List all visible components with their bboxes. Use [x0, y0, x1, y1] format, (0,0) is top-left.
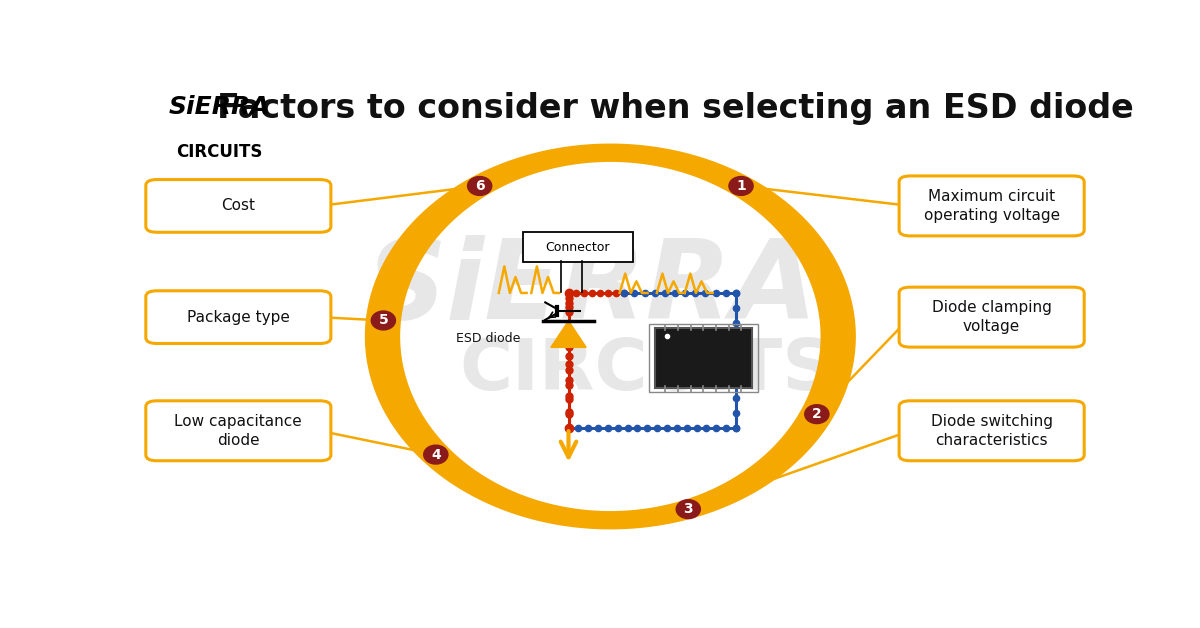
Text: 4: 4: [431, 448, 440, 462]
Text: 5: 5: [378, 313, 389, 327]
Ellipse shape: [371, 311, 396, 330]
Text: 3: 3: [684, 502, 694, 516]
Text: CIRCUITS: CIRCUITS: [176, 143, 263, 161]
Ellipse shape: [424, 445, 448, 464]
FancyBboxPatch shape: [146, 401, 331, 461]
Text: SiERRA: SiERRA: [169, 95, 270, 119]
FancyBboxPatch shape: [146, 180, 331, 232]
Text: Package type: Package type: [187, 310, 289, 325]
FancyBboxPatch shape: [654, 328, 752, 389]
Text: 2: 2: [812, 407, 822, 421]
Text: Diode clamping
voltage: Diode clamping voltage: [931, 300, 1051, 334]
FancyBboxPatch shape: [899, 401, 1084, 461]
Polygon shape: [365, 144, 856, 529]
Text: CIRCUITS: CIRCUITS: [460, 336, 835, 405]
Ellipse shape: [468, 176, 492, 195]
Text: ESD diode: ESD diode: [456, 332, 520, 345]
Text: Connector: Connector: [546, 241, 610, 254]
Text: 1: 1: [736, 179, 746, 193]
Text: Diode switching
characteristics: Diode switching characteristics: [931, 414, 1052, 448]
Text: Maximum circuit
operating voltage: Maximum circuit operating voltage: [924, 189, 1060, 223]
Ellipse shape: [805, 404, 829, 423]
Ellipse shape: [728, 176, 754, 195]
Text: 6: 6: [475, 179, 485, 193]
Text: Low capacitance
diode: Low capacitance diode: [174, 414, 302, 448]
FancyBboxPatch shape: [523, 232, 632, 263]
Text: SiERRA: SiERRA: [366, 235, 817, 342]
Text: Cost: Cost: [221, 198, 256, 214]
Ellipse shape: [676, 500, 701, 519]
FancyBboxPatch shape: [899, 287, 1084, 347]
FancyBboxPatch shape: [146, 291, 331, 344]
FancyBboxPatch shape: [899, 176, 1084, 236]
Text: Factors to consider when selecting an ESD diode: Factors to consider when selecting an ES…: [217, 92, 1134, 125]
Polygon shape: [551, 321, 586, 347]
